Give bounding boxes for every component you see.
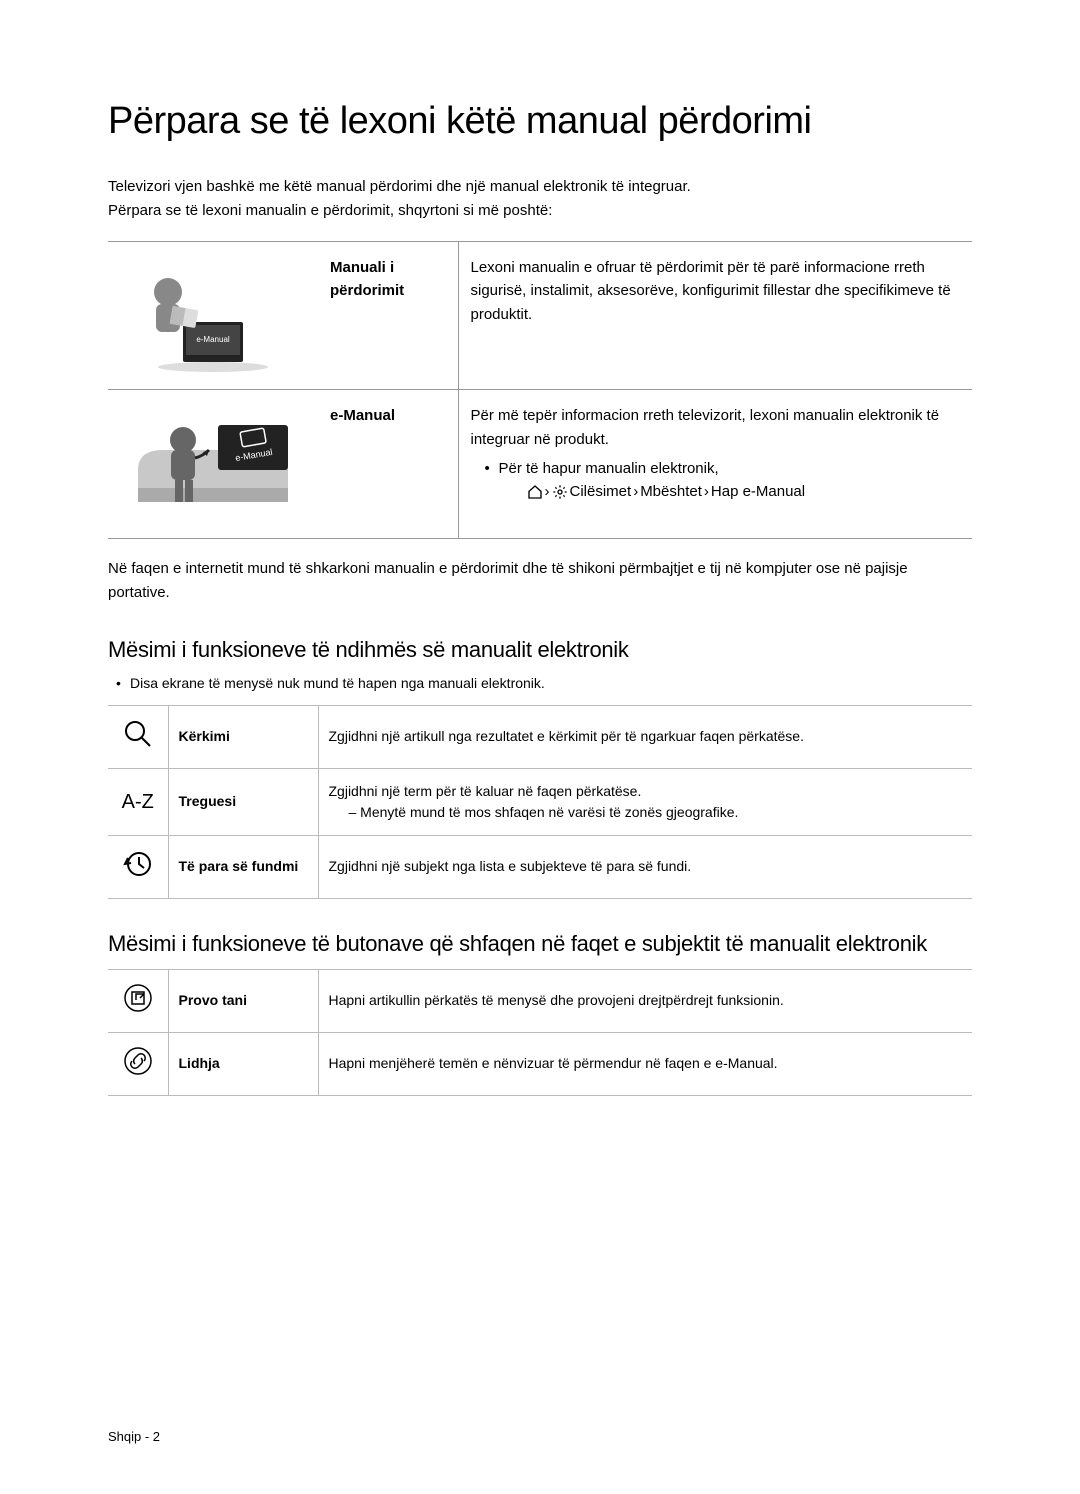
path-settings: Cilësimet [570, 480, 632, 503]
manual-desc: Për më tepër informacion rreth televizor… [458, 390, 972, 538]
manuals-table: e-Manual Manuali i përdorimit Lexoni man… [108, 241, 972, 539]
reading-manual-illustration: e-Manual [123, 252, 303, 372]
function-desc: Zgjidhni një term për të kaluar në faqen… [318, 768, 972, 835]
function-desc: Hapni menjëherë temën e nënvizuar të për… [318, 1032, 972, 1095]
illustration-cell: e-Manual [108, 242, 318, 390]
icon-cell [108, 1032, 168, 1095]
intro-line2: Përpara se të lexoni manualin e përdorim… [108, 202, 552, 219]
page-title: Përpara se të lexoni këtë manual përdori… [108, 100, 972, 143]
button-functions-table: Provo tani Hapni artikullin përkatës të … [108, 969, 972, 1096]
table-row: e-Manual e-Manual Për më tepër informaci… [108, 390, 972, 538]
gear-icon [552, 484, 568, 500]
icon-cell [108, 835, 168, 898]
svg-text:e-Manual: e-Manual [196, 335, 230, 344]
table-row: Kërkimi Zgjidhni një artikull nga rezult… [108, 705, 972, 768]
try-now-icon [122, 982, 154, 1014]
illustration-cell: e-Manual [108, 390, 318, 538]
function-desc: Zgjidhni një artikull nga rezultatet e k… [318, 705, 972, 768]
e-manual-desc-line1: Për më tepër informacion rreth televizor… [471, 407, 940, 447]
function-label: Provo tani [168, 969, 318, 1032]
manual-name: Manuali i përdorimit [318, 242, 458, 390]
function-desc: Zgjidhni një subjekt nga lista e subjekt… [318, 835, 972, 898]
nav-path: › Cilësimet › Mbështet › Hap e-Manual [499, 480, 806, 503]
table-row: Të para së fundmi Zgjidhni një subjekt n… [108, 835, 972, 898]
table-row: Provo tani Hapni artikullin përkatës të … [108, 969, 972, 1032]
intro-line1: Televizori vjen bashkë me këtë manual pë… [108, 178, 691, 195]
table-row: Lidhja Hapni menjëherë temën e nënvizuar… [108, 1032, 972, 1095]
section1-heading: Mësimi i funksioneve të ndihmës së manua… [108, 637, 972, 663]
home-icon [527, 484, 543, 500]
function-label: Kërkimi [168, 705, 318, 768]
index-desc: Zgjidhni një term për të kaluar në faqen… [329, 783, 642, 799]
manual-desc: Lexoni manualin e ofruar të përdorimit p… [458, 242, 972, 390]
table-row: e-Manual Manuali i përdorimit Lexoni man… [108, 242, 972, 390]
intro-text: Televizori vjen bashkë me këtë manual pë… [108, 175, 972, 223]
section2-heading: Mësimi i funksioneve të butonave që shfa… [108, 931, 972, 957]
icon-cell [108, 969, 168, 1032]
help-functions-table: Kërkimi Zgjidhni një artikull nga rezult… [108, 705, 972, 899]
link-icon [122, 1045, 154, 1077]
icon-cell: A-Z [108, 768, 168, 835]
path-open: Hap e-Manual [711, 480, 805, 503]
table-row: A-Z Treguesi Zgjidhni një term për të ka… [108, 768, 972, 835]
icon-cell [108, 705, 168, 768]
e-manual-illustration: e-Manual [123, 400, 303, 520]
path-support: Mbështet [640, 480, 702, 503]
function-label: Të para së fundmi [168, 835, 318, 898]
search-icon [122, 718, 154, 750]
page-footer: Shqip - 2 [108, 1429, 160, 1444]
index-sub-note: – Menytë mund të mos shfaqen në varësi t… [329, 802, 963, 823]
recent-icon [122, 848, 154, 880]
e-manual-bullet: Për të hapur manualin elektronik, › Cilë… [471, 457, 961, 507]
manual-name: e-Manual [318, 390, 458, 538]
section1-note: Disa ekrane të menysë nuk mund të hapen … [130, 675, 972, 691]
function-label: Lidhja [168, 1032, 318, 1095]
index-icon: A-Z [122, 791, 154, 813]
function-desc: Hapni artikullin përkatës të menysë dhe … [318, 969, 972, 1032]
post-table-text: Në faqen e internetit mund të shkarkoni … [108, 557, 972, 605]
bullet-text: Për të hapur manualin elektronik, [499, 460, 719, 477]
function-label: Treguesi [168, 768, 318, 835]
